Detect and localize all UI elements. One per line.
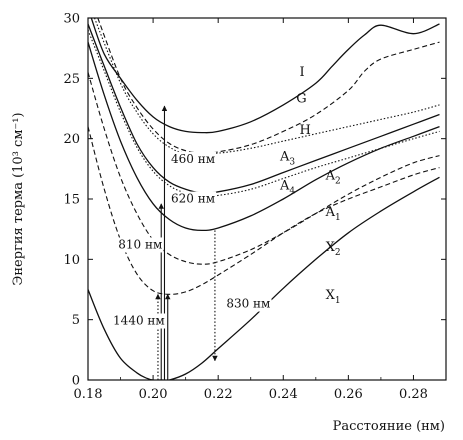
transition-label: 830 нм — [226, 297, 270, 311]
x-tick-label: 0.18 — [74, 387, 103, 402]
y-axis-title: Энергия терма (10³ см⁻¹) — [11, 112, 26, 285]
curve-label-a2: A2 — [325, 169, 341, 187]
x-tick-label: 0.28 — [399, 387, 428, 402]
x-tick-label: 0.20 — [139, 387, 168, 402]
curve-label-h: H — [300, 123, 311, 138]
curve-g — [97, 18, 440, 154]
curve-a1 — [88, 72, 440, 265]
curve-label-a3: A3 — [279, 149, 295, 167]
x-tick-label: 0.26 — [334, 387, 363, 402]
x-axis-title: Расстояние (нм) — [333, 419, 445, 434]
curve-label-x2: X2 — [326, 240, 341, 258]
transition-label: 1440 нм — [113, 313, 165, 327]
y-tick-label: 30 — [63, 12, 80, 27]
curve-a3 — [88, 23, 440, 194]
x-tick-label: 0.24 — [269, 387, 298, 402]
curve-label-a4: A4 — [279, 178, 295, 196]
x-tick-label: 0.22 — [204, 387, 233, 402]
curve-i — [90, 18, 440, 134]
curve-labels: IG H A3 A4 A2 A1 X2 X1 — [279, 65, 341, 306]
curve-a4 — [88, 29, 440, 197]
y-tick-label: 10 — [63, 253, 80, 268]
y-tick-label: 25 — [63, 72, 80, 87]
curve-label-i: I — [300, 65, 305, 80]
y-tick-label: 20 — [63, 132, 80, 147]
curve-label-a1: A1 — [325, 205, 341, 223]
curve-x1 — [88, 176, 440, 380]
transition-label-bg — [111, 313, 166, 329]
curve-a2 — [88, 41, 440, 232]
transition-label: 460 нм — [171, 152, 215, 166]
y-tick-label: 15 — [63, 193, 80, 208]
transition-label-bg — [116, 237, 164, 253]
transition-label-bg — [224, 296, 272, 312]
curve-label-g: G — [296, 91, 306, 106]
curve-h — [93, 18, 440, 155]
y-tick-label: 0 — [72, 374, 80, 389]
transition-label-bg — [168, 151, 217, 167]
transition-label-bg — [168, 191, 217, 207]
axes: 0.18 0.20 0.22 0.24 0.26 0.28 0 5 10 15 20 25 30 — [63, 12, 447, 402]
annotations: 460 нм 620 нм 810 нм 1440 нм 830 нм — [111, 105, 272, 380]
curve-x2 — [88, 126, 440, 295]
transition-label: 810 нм — [118, 237, 162, 251]
curve-label-x1: X1 — [326, 288, 341, 306]
y-tick-label: 5 — [72, 313, 80, 328]
transition-label: 620 нм — [171, 192, 215, 206]
